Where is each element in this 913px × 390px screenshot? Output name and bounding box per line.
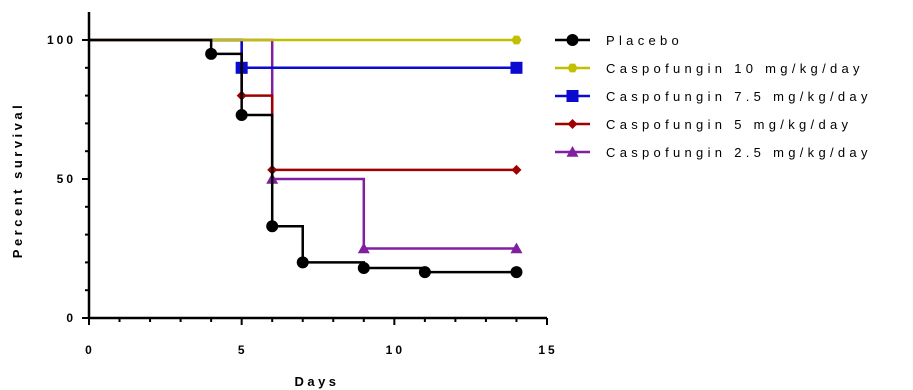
data-point <box>357 242 370 254</box>
legend-label: Placebo <box>606 33 683 48</box>
y-tick-label: 100 <box>47 33 76 47</box>
x-tick-label: 5 <box>238 343 248 357</box>
data-point <box>296 256 309 269</box>
legend-item: Caspofungin 2.5 mg/kg/day <box>555 145 872 160</box>
data-point <box>511 35 522 45</box>
legend-item: Caspofungin 7.5 mg/kg/day <box>555 89 872 104</box>
y-tick-label: 0 <box>66 311 76 325</box>
y-tick-label: 50 <box>57 172 76 186</box>
data-point <box>266 220 279 233</box>
series-placebo <box>89 38 523 279</box>
legend-marker <box>566 90 579 102</box>
legend-label: Caspofungin 2.5 mg/kg/day <box>606 145 872 160</box>
series-layer <box>89 35 523 279</box>
legend-item: Caspofungin 5 mg/kg/day <box>555 117 852 132</box>
series-line <box>89 38 517 274</box>
x-tick-label: 10 <box>386 343 405 357</box>
legend-item: Placebo <box>555 33 683 48</box>
legend-marker <box>566 34 579 46</box>
legend-label: Caspofungin 10 mg/kg/day <box>606 61 864 76</box>
axes-layer: 0 5 10 15 0 50 100 <box>47 12 557 357</box>
x-tick-label: 0 <box>85 343 95 357</box>
data-point <box>205 47 218 60</box>
series-line <box>89 38 517 172</box>
legend-marker <box>567 63 578 73</box>
data-point <box>510 61 523 74</box>
legend: Placebo Caspofungin 10 mg/kg/day Caspofung… <box>555 33 872 160</box>
series-caspofungin-7-5-mg-kg-day <box>89 38 523 74</box>
data-point <box>418 266 431 279</box>
data-point <box>510 242 523 254</box>
series-line <box>89 38 517 70</box>
data-point <box>511 164 522 175</box>
series-caspofungin-2-5-mg-kg-day <box>89 38 523 254</box>
data-point <box>510 266 523 279</box>
series-line <box>89 38 517 250</box>
x-tick-label: 15 <box>538 343 557 357</box>
legend-marker <box>566 146 579 157</box>
legend-marker <box>567 119 578 129</box>
legend-item: Caspofungin 10 mg/kg/day <box>555 61 864 76</box>
y-axis-title: Percent survival <box>10 102 25 258</box>
x-axis-title: Days <box>294 374 339 389</box>
data-point <box>235 109 248 122</box>
legend-label: Caspofungin 5 mg/kg/day <box>606 117 852 132</box>
data-point <box>357 261 370 274</box>
legend-label: Caspofungin 7.5 mg/kg/day <box>606 89 872 104</box>
series-caspofungin-5-mg-kg-day <box>89 38 522 175</box>
